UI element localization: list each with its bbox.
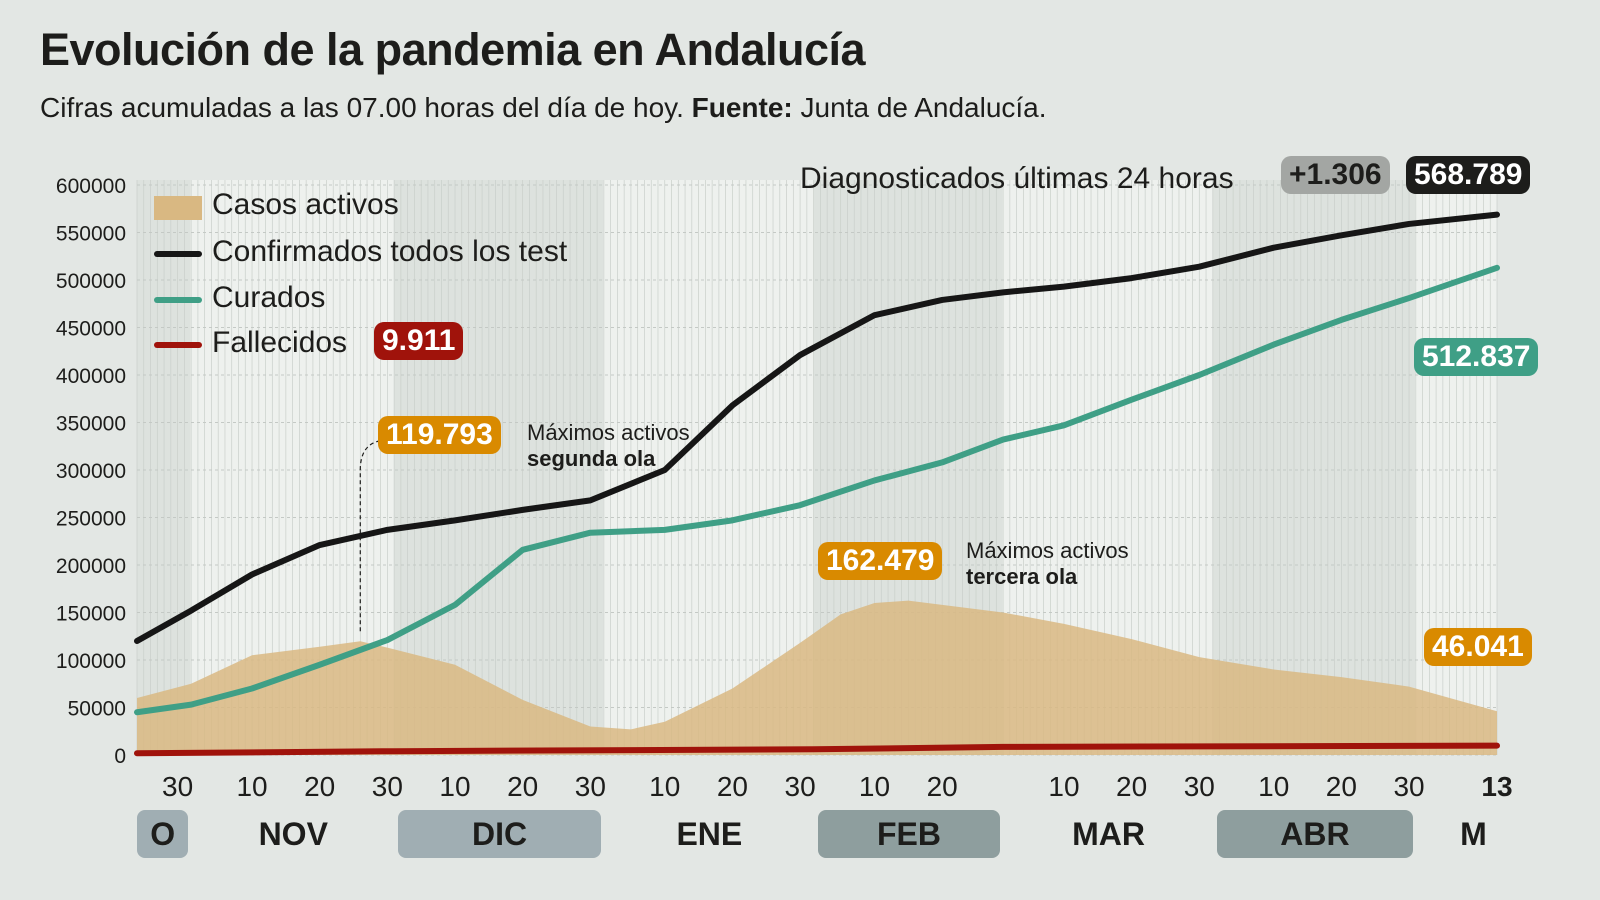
x-tick-label: 30 <box>1184 771 1215 802</box>
peak3-note: Máximos activos tercera ola <box>966 538 1129 590</box>
y-tick-label: 600000 <box>56 175 126 198</box>
fallecidos-value-badge: 9.911 <box>374 322 464 360</box>
x-tick-label: 20 <box>1326 771 1357 802</box>
legend-label-activos: Casos activos <box>212 188 399 221</box>
month-label-dic: DIC <box>398 810 602 858</box>
month-label-ene: ENE <box>676 815 743 852</box>
y-tick-label: 400000 <box>56 365 126 388</box>
source-label: Fuente: <box>691 92 793 123</box>
source: Junta de Andalucía. <box>800 92 1047 123</box>
legend-label-fallecidos: Fallecidos <box>212 326 348 359</box>
y-tick-label: 50000 <box>68 698 126 721</box>
daily-cases-label: Diagnosticados últimas 24 horas <box>800 162 1234 195</box>
x-tick-label: 10 <box>859 771 890 802</box>
y-tick-label: 550000 <box>56 223 126 246</box>
x-tick-label: 30 <box>575 771 606 802</box>
legend-label-curados: Curados <box>212 281 326 314</box>
x-tick-label: 20 <box>507 771 538 802</box>
y-tick-label: 500000 <box>56 270 126 293</box>
x-tick-label: 13 <box>1481 771 1512 802</box>
legend-swatch-confirmados <box>154 251 202 257</box>
x-tick-label: 20 <box>304 771 335 802</box>
y-tick-label: 150000 <box>56 603 126 626</box>
peak2-value-badge: 119.793 <box>378 416 501 454</box>
month-label-nov: NOV <box>258 815 328 852</box>
x-tick-label: 10 <box>439 771 470 802</box>
y-tick-label: 100000 <box>56 650 126 673</box>
x-tick-label: 10 <box>1048 771 1079 802</box>
month-label-feb: FEB <box>817 810 1001 858</box>
legend-label-confirmados: Confirmados todos los test <box>212 235 568 268</box>
peak2-note-line2: segunda ola <box>527 446 656 471</box>
x-tick-label: 10 <box>1258 771 1289 802</box>
x-tick-label: 10 <box>649 771 680 802</box>
series-area-casos-activos <box>137 600 1497 755</box>
activos-value-badge: 46.041 <box>1424 628 1532 666</box>
daily-cases-badge: +1.306 <box>1281 156 1390 194</box>
peak3-value-badge: 162.479 <box>818 542 943 580</box>
x-tick-label: 30 <box>372 771 403 802</box>
y-tick-label: 450000 <box>56 318 126 341</box>
x-tick-label: 30 <box>162 771 193 802</box>
x-tick-label: 20 <box>717 771 748 802</box>
legend-swatch-activos <box>154 196 202 220</box>
peak3-note-line2: tercera ola <box>966 564 1078 589</box>
peak3-note-line1: Máximos activos <box>966 538 1129 563</box>
month-label-mar: MAR <box>1072 815 1145 852</box>
chart-title: Evolución de la pandemia en Andalucía <box>40 24 866 75</box>
total-confirmed-badge: 568.789 <box>1406 156 1531 194</box>
y-tick-label: 350000 <box>56 413 126 436</box>
month-label-o: O <box>137 810 189 858</box>
month-label-m: M <box>1460 815 1487 852</box>
y-tick-label: 200000 <box>56 555 126 578</box>
y-tick-label: 0 <box>114 745 126 768</box>
x-tick-label: 20 <box>1116 771 1147 802</box>
chart-subtitle: Cifras acumuladas a las 07.00 horas del … <box>40 92 1047 124</box>
y-tick-label: 300000 <box>56 460 126 483</box>
x-tick-label: 30 <box>785 771 816 802</box>
peak2-note-line1: Máximos activos <box>527 420 690 445</box>
x-tick-label: 30 <box>1393 771 1424 802</box>
legend-swatch-curados <box>154 297 202 303</box>
peak2-note: Máximos activos segunda ola <box>527 420 690 472</box>
y-tick-label: 250000 <box>56 508 126 531</box>
subtitle-text: Cifras acumuladas a las 07.00 horas del … <box>40 92 684 123</box>
month-band-o <box>137 180 191 755</box>
chart-svg: 0 50000 100000 150000 200000 250000 300000 3500… <box>56 175 1513 802</box>
month-label-abr: ABR <box>1216 810 1414 858</box>
x-tick-label: 20 <box>927 771 958 802</box>
curados-value-badge: 512.837 <box>1414 338 1539 376</box>
annotation-leader-segunda-ola <box>359 439 389 632</box>
x-tick-label: 10 <box>236 771 267 802</box>
legend-swatch-fallecidos <box>154 342 202 348</box>
